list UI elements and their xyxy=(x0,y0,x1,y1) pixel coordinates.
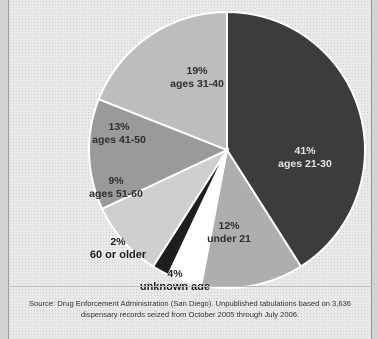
slice-percent-label: 4% xyxy=(167,268,183,280)
slice-percent-label: 13% xyxy=(108,121,130,133)
panel-right-edge xyxy=(371,0,378,339)
slice-category-label: ages 31-40 xyxy=(170,78,224,90)
source-line-1: Source: Drug Enforcement Administration … xyxy=(28,299,352,308)
pie-labels: 41%ages 21-30 12%under 21 4%unknown age 2%6… xyxy=(89,65,332,290)
panel-left-edge xyxy=(0,0,9,339)
slice-percent-label: 19% xyxy=(186,65,208,77)
slice-category-label: ages 51-60 xyxy=(89,188,143,200)
slice-percent-label: 9% xyxy=(108,175,124,187)
slice-category-label: ages 41-50 xyxy=(92,134,146,146)
pie-slices xyxy=(88,10,366,289)
slice-category-label: under 21 xyxy=(207,233,251,245)
divider xyxy=(8,286,372,287)
slice-percent-label: 2% xyxy=(110,236,126,248)
pie-slice-ages-41-50 xyxy=(88,97,230,211)
pie-chart: 41%ages 21-30 12%under 21 4%unknown age 2%6… xyxy=(88,10,366,290)
slice-percent-label: 12% xyxy=(218,220,240,232)
source-line-2: dispensary records seized from October 2… xyxy=(80,310,300,319)
slice-category-label: unknown age xyxy=(140,281,210,290)
slice-percent-label: 41% xyxy=(294,145,316,157)
source-note: Source: Drug Enforcement Administration … xyxy=(8,298,372,320)
slice-category-label: ages 21-30 xyxy=(278,158,332,170)
pie-slice-ages-31-40 xyxy=(97,10,228,152)
slice-category-label: 60 or older xyxy=(90,249,147,261)
